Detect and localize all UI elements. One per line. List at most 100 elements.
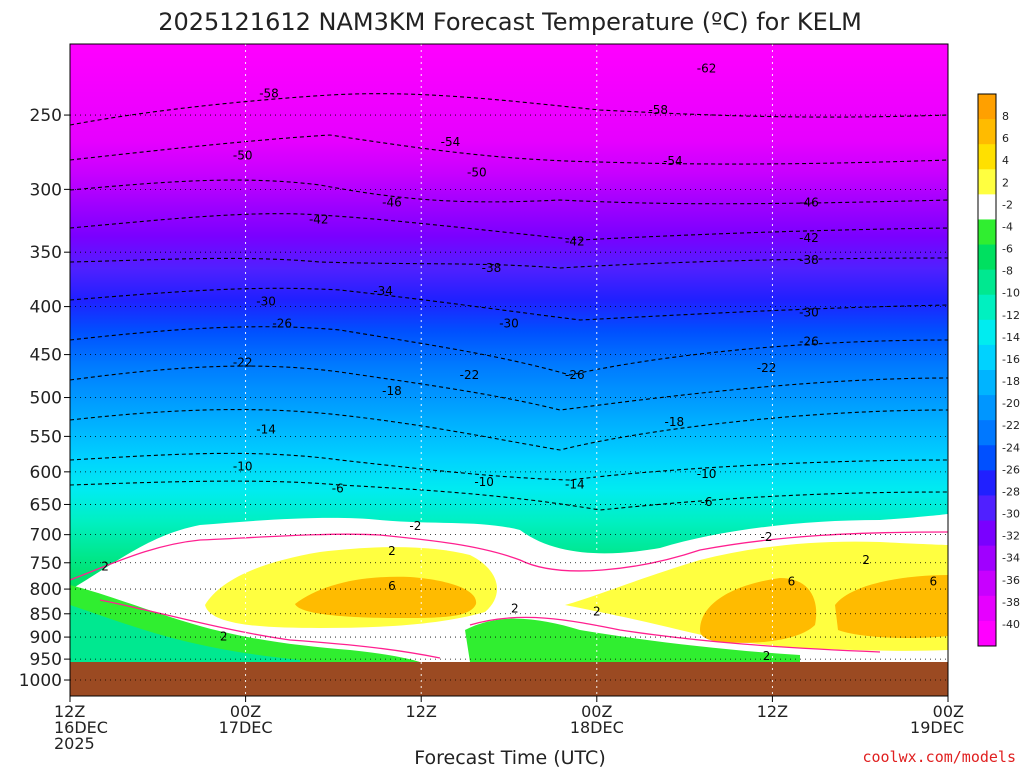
isotherm-line [70,480,948,511]
colorbar-swatch [978,545,996,572]
warm-core-right [700,578,817,643]
colorbar-swatch [978,219,996,246]
y-tick-label: 300 [30,180,62,200]
x-tick-label: 2025 [54,734,95,753]
contour-label: -42 [309,212,329,226]
y-tick-label: 800 [30,580,62,600]
colorbar-label: -22 [1002,419,1020,432]
colorbar-swatch [978,319,996,346]
colorbar-label: -16 [1002,353,1020,366]
isotherm-line [70,287,948,321]
contour-label: 6 [388,579,396,593]
warm-core-far-right [835,575,948,638]
freezing-contour [469,616,881,653]
isotherm-line [70,134,948,165]
contour-label: -10 [697,467,717,481]
colorbar-label: -18 [1002,375,1020,388]
y-tick-label: 600 [30,463,62,483]
colorbar-label: -10 [1002,287,1020,300]
contour-label: -6 [701,495,713,509]
isotherm-line [70,365,948,411]
isotherm-line [70,326,948,376]
colorbar-label: -38 [1002,596,1020,609]
y-tick-label: 250 [30,106,62,126]
colorbar-swatch [978,495,996,522]
colorbar-frame [977,93,997,647]
y-tick-label: 350 [30,243,62,263]
colorbar-swatch [978,445,996,471]
x-tick-label: 18DEC [570,718,624,737]
ground [70,662,948,696]
x-axis-title: Forecast Time (UTC) [414,747,605,768]
colorbar-label: -8 [1002,265,1013,278]
x-tick-label: 17DEC [219,718,273,737]
contour-label: -50 [233,148,253,162]
contour-label: -42 [565,235,585,249]
isotherm-line [70,179,948,205]
y-tick-label: 850 [30,605,62,625]
isotherm-line [70,409,948,451]
contour-label: 2 [101,560,109,574]
x-tick-label: 12Z [757,702,788,721]
contour-label: -10 [233,459,253,473]
colorbar-label: -12 [1002,309,1020,322]
colorbar-swatch [978,294,996,321]
colorbar-label: 8 [1002,110,1009,123]
cold-pool-mid [465,618,800,662]
chart-title: 2025121612 NAM3KM Forecast Temperature (… [158,8,862,36]
colorbar-label: -4 [1002,220,1013,233]
contour-label: -26 [565,368,585,382]
isotherm-contours [70,93,948,511]
contour-label: -50 [467,166,487,180]
contour-label: 2 [593,604,601,618]
colorbar-label: -32 [1002,530,1020,543]
colorbar-swatch [978,470,996,496]
colorbar-swatch [978,119,996,145]
x-tick-label: 12Z [54,702,85,721]
y-tick-label: 650 [30,495,62,515]
contour-label: -46 [799,196,819,210]
y-tick-label: 950 [30,650,62,670]
contour-label: -30 [799,306,819,320]
colorbar-label: -40 [1002,618,1020,631]
y-tick-label: 900 [30,628,62,648]
isotherm-line [70,257,948,269]
colorbar-label: 6 [1002,132,1009,145]
cold-pool-left-inner [70,605,300,662]
y-tick-label: 1000 [19,671,62,691]
colorbar-swatch [978,595,996,622]
colorbar-swatch [978,570,996,597]
colorbar-label: 4 [1002,154,1009,167]
x-tick-label: 00Z [230,702,261,721]
contour-labels: -62-58-58-54-54-50-50-46 -46-42-42 -42-38-… [101,61,937,663]
isotherm-line [70,93,948,126]
contour-label: 2 [220,630,228,644]
contour-label: -22 [460,368,480,382]
contour-label: -58 [648,103,668,117]
contour-label: -46 [382,196,402,210]
contour-label: -14 [565,478,585,492]
x-tick-label: 12Z [406,702,437,721]
y-tick-label: 450 [30,346,62,366]
y-tick-label: 400 [30,298,62,318]
y-axis: 250 300 350 400 450 500 550 600 650 700 750 800 850 9… [19,106,70,691]
contour-label: -14 [256,423,276,437]
colorbar-swatch [978,344,996,371]
x-tick-label: 16DEC [54,718,108,737]
plot-area: -62-58-58-54-54-50-50-46 -46-42-42 -42-38-… [70,44,948,696]
contour-label: -30 [256,294,276,308]
colorbar-label: -14 [1002,331,1020,344]
colorbar-swatch [978,94,996,120]
contour-label: -22 [233,356,253,370]
freezing-contour [99,599,441,659]
x-tick-label: 00Z [933,702,964,721]
credit-text: coolwx.com/models [862,748,1016,766]
contour-label: -42 [799,231,819,245]
colorbar-swatch [978,144,996,170]
colorbar-label: 2 [1002,176,1009,189]
colorbar-label: -6 [1002,243,1013,256]
contour-label: -26 [799,335,819,349]
y-tick-label: 550 [30,427,62,447]
plot-frame [69,43,949,697]
